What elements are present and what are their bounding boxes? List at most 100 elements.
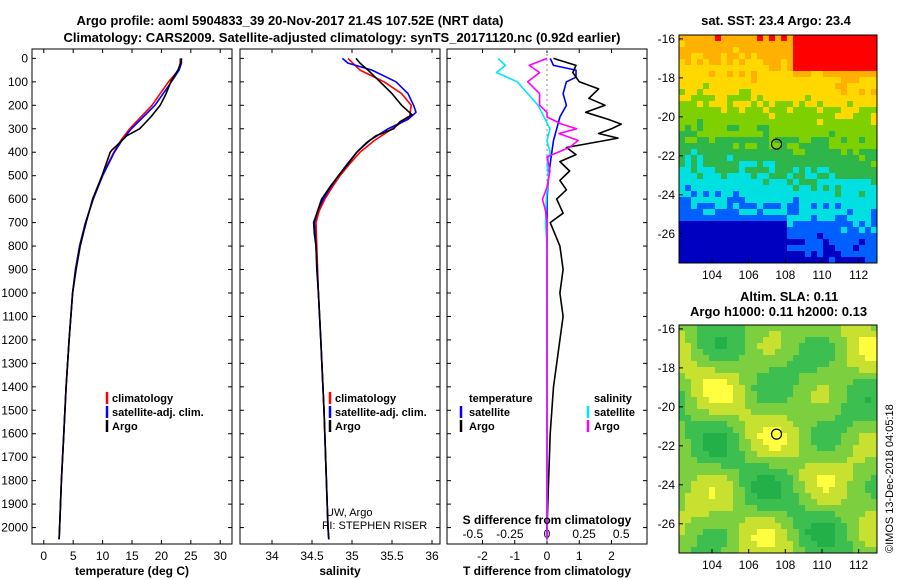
- sst-cell: [859, 215, 865, 221]
- sst-cell: [691, 173, 697, 179]
- sla-cell: [847, 511, 853, 517]
- sla-cell: [811, 361, 817, 367]
- sst-cell: [745, 65, 751, 71]
- sst-cell: [829, 95, 835, 101]
- sla-cell: [709, 355, 715, 361]
- sla-cell: [835, 355, 841, 361]
- sst-cell: [871, 47, 877, 53]
- sla-cell: [679, 397, 685, 403]
- sla-cell: [793, 523, 799, 529]
- sst-cell: [739, 125, 745, 131]
- sst-cell: [829, 53, 835, 59]
- sla-cell: [715, 439, 721, 445]
- sla-cell: [727, 343, 733, 349]
- sla-cell: [787, 463, 793, 469]
- sla-cell: [817, 397, 823, 403]
- sla-cell: [751, 421, 757, 427]
- sla-cell: [871, 535, 877, 541]
- sla-cell: [853, 421, 859, 427]
- sla-cell: [739, 373, 745, 379]
- sla-cell: [691, 529, 697, 535]
- sst-cell: [679, 161, 685, 167]
- sla-cell: [763, 421, 769, 427]
- sla-cell: [721, 481, 727, 487]
- sla-cell: [829, 331, 835, 337]
- sst-cell: [835, 107, 841, 113]
- sla-cell: [823, 505, 829, 511]
- sla-cell: [703, 451, 709, 457]
- sla-cell: [769, 469, 775, 475]
- sst-cell: [835, 215, 841, 221]
- sst-cell: [847, 227, 853, 233]
- sst-cell: [787, 245, 793, 251]
- sla-cell: [757, 343, 763, 349]
- sla-cell: [817, 355, 823, 361]
- sla-cell: [679, 535, 685, 541]
- sst-cell: [709, 179, 715, 185]
- sla-cell: [697, 475, 703, 481]
- sst-cell: [745, 113, 751, 119]
- sst-cell: [733, 257, 739, 263]
- sla-cell: [799, 373, 805, 379]
- sst-cell: [823, 257, 829, 263]
- sst-cell: [835, 191, 841, 197]
- sla-cell: [745, 541, 751, 547]
- sla-cell: [685, 355, 691, 361]
- sst-cell: [841, 197, 847, 203]
- sla-cell: [781, 523, 787, 529]
- sst-cell: [685, 233, 691, 239]
- sst-cell: [799, 203, 805, 209]
- sla-cell: [745, 511, 751, 517]
- sla-cell: [679, 415, 685, 421]
- sla-cell: [715, 547, 721, 553]
- sla-cell: [763, 451, 769, 457]
- sla-cell: [721, 541, 727, 547]
- sla-cell: [691, 493, 697, 499]
- sla-cell: [715, 475, 721, 481]
- sst-cell: [751, 149, 757, 155]
- sla-cell: [799, 331, 805, 337]
- sst-cell: [793, 161, 799, 167]
- sla-cell: [763, 367, 769, 373]
- sla-cell: [817, 499, 823, 505]
- sla-cell: [685, 367, 691, 373]
- sst-cell: [799, 47, 805, 53]
- sla-cell: [745, 517, 751, 523]
- sst-cell: [805, 257, 811, 263]
- sst-cell: [709, 131, 715, 137]
- sst-cell: [829, 131, 835, 137]
- sst-cell: [775, 77, 781, 83]
- depth-tick-label: 400: [8, 145, 28, 159]
- sst-cell: [697, 95, 703, 101]
- sla-cell: [859, 433, 865, 439]
- sst-cell: [703, 245, 709, 251]
- sst-cell: [751, 233, 757, 239]
- sla-cell: [709, 391, 715, 397]
- sst-cell: [835, 233, 841, 239]
- sst-cell: [787, 89, 793, 95]
- sla-cell: [859, 439, 865, 445]
- sst-cell: [697, 125, 703, 131]
- sst-cell: [751, 131, 757, 137]
- sst-cell: [739, 107, 745, 113]
- sst-cell: [859, 95, 865, 101]
- sla-cell: [721, 361, 727, 367]
- sst-cell: [751, 257, 757, 263]
- sst-cell: [703, 161, 709, 167]
- sst-cell: [739, 251, 745, 257]
- sst-cell: [829, 47, 835, 53]
- sst-cell: [775, 119, 781, 125]
- sst-cell: [811, 35, 817, 41]
- sst-cell: [691, 65, 697, 71]
- sst-cell: [853, 77, 859, 83]
- sst-cell: [739, 221, 745, 227]
- sla-cell: [817, 439, 823, 445]
- sst-cell: [727, 41, 733, 47]
- sla-cell: [811, 397, 817, 403]
- sla-cell: [847, 451, 853, 457]
- sst-cell: [859, 143, 865, 149]
- sla-cell: [733, 439, 739, 445]
- sst-cell: [685, 245, 691, 251]
- sst-cell: [703, 257, 709, 263]
- sla-cell: [763, 457, 769, 463]
